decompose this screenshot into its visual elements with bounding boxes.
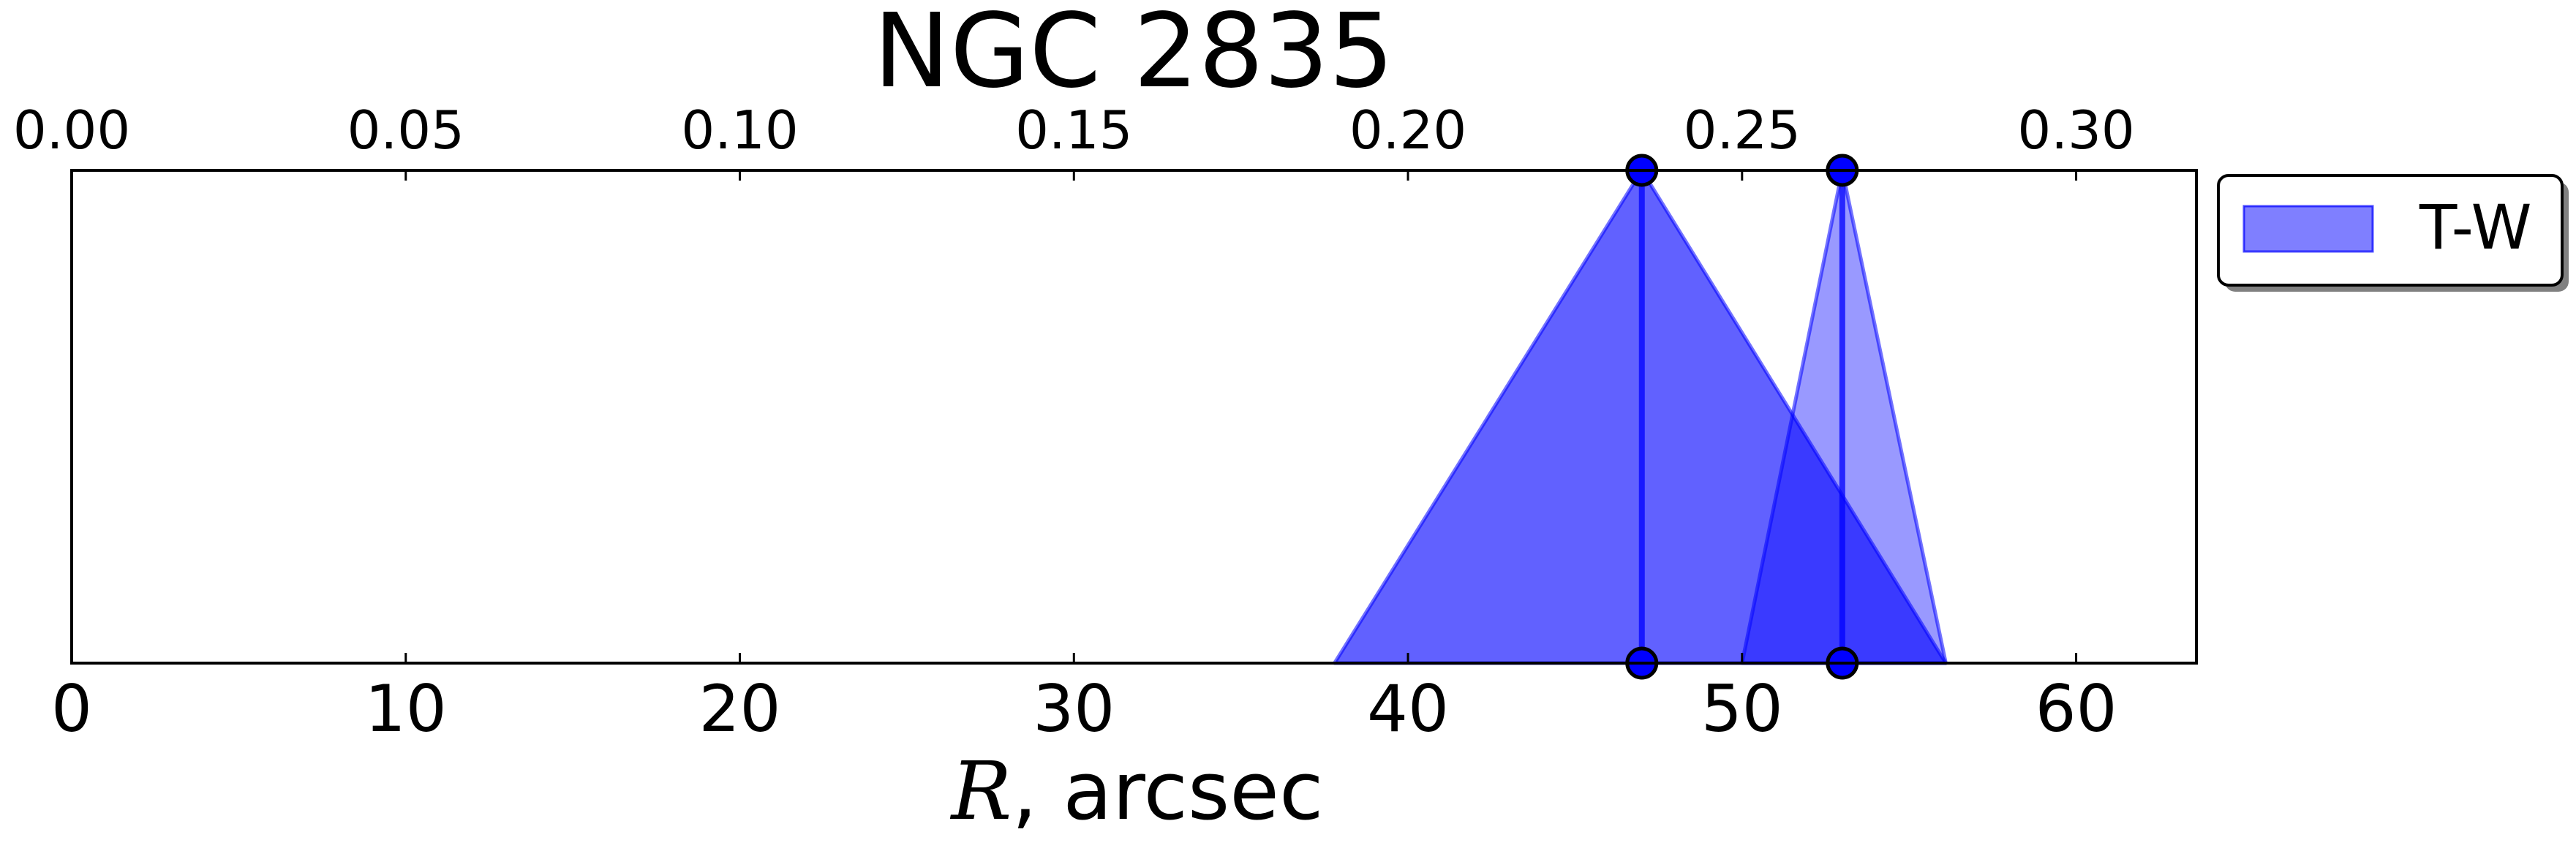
bottom-tick-label: 20	[699, 671, 781, 746]
legend-label: T-W	[2419, 192, 2532, 263]
top-tick-label: 0.05	[347, 99, 464, 161]
x-axis-label: R, arcsec	[950, 744, 1324, 838]
bottom-tick-label: 50	[1701, 671, 1783, 746]
top-tick-label: 0.25	[1684, 99, 1801, 161]
legend: T-W	[2217, 174, 2569, 292]
x-axis-label-text: , arcsec	[1012, 744, 1323, 838]
bottom-tick-label: 0	[51, 671, 92, 746]
x-axis-label-symbol: R	[950, 744, 1012, 838]
top-tick-label: 0.20	[1349, 99, 1466, 161]
legend-box	[2217, 174, 2564, 287]
bottom-tick-label: 30	[1033, 671, 1115, 746]
bottom-tick-label: 10	[365, 671, 447, 746]
bottom-tick-label: 40	[1367, 671, 1449, 746]
chart-title: NGC 2835	[873, 0, 1394, 111]
top-tick-label: 0.00	[13, 99, 130, 161]
legend-swatch	[2242, 205, 2374, 253]
bottom-axis-tick-labels: 0 10 20 30 40 50 60	[51, 671, 2117, 746]
bottom-tick-label: 60	[2035, 671, 2117, 746]
top-tick-label: 0.10	[681, 99, 798, 161]
top-tick-label: 0.15	[1015, 99, 1132, 161]
plot-frame	[70, 169, 2198, 665]
top-tick-label: 0.30	[2017, 99, 2134, 161]
axis-ticks	[70, 170, 2078, 663]
top-axis-tick-labels: 0.00 0.05 0.10 0.15 0.20 0.25 0.30	[13, 99, 2135, 161]
